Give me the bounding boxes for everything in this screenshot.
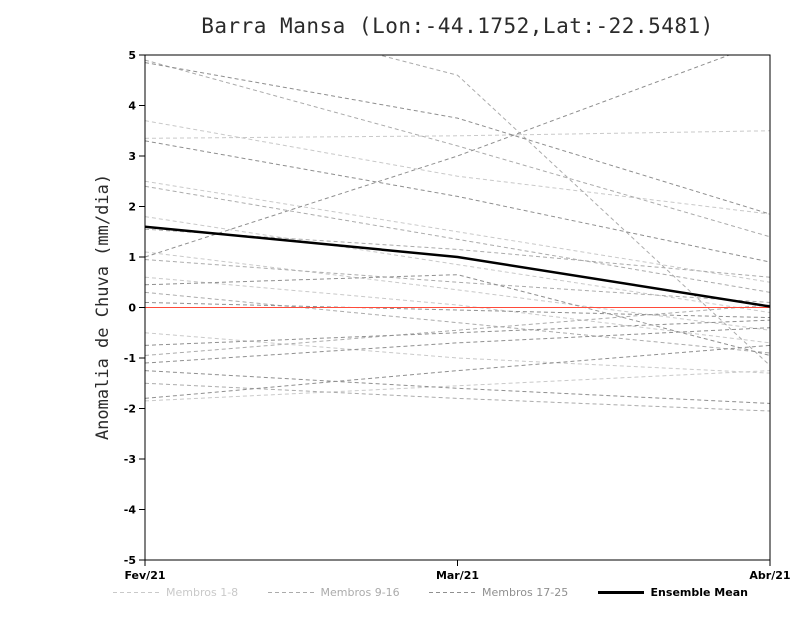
member-line (145, 304, 770, 356)
member-line (145, 140, 770, 263)
ensemble-mean (145, 225, 770, 308)
legend-dashed-line-sample (113, 592, 159, 593)
legend-dashed-line-sample (267, 592, 314, 593)
legend-label: Membros 9-16 (320, 586, 400, 599)
y-tick-label: 4 (128, 100, 136, 113)
legend: Membros 1-8 Membros 9-16 Membros 17-25 Ense… (113, 586, 748, 599)
member-line (145, 59, 770, 238)
x-tick-label: Mar/21 (436, 569, 479, 582)
legend-label: Membros 1-8 (166, 586, 239, 599)
y-tick-label: 2 (128, 201, 136, 214)
member-line (145, 344, 770, 399)
x-tick-label: Fev/21 (124, 569, 165, 582)
member-line (145, 130, 770, 139)
y-tick-label: 5 (128, 49, 136, 62)
member-line (145, 301, 770, 319)
member-line (145, 382, 770, 412)
legend-item: Membros 1-8 (113, 586, 238, 599)
legend-item: Ensemble Mean (597, 586, 748, 599)
y-tick-label: -3 (124, 453, 136, 466)
member-line (145, 180, 770, 283)
legend-solid-line-sample (597, 591, 644, 594)
y-tick-label: -2 (124, 403, 136, 416)
member-line (145, 276, 770, 344)
y-tick-label: -4 (124, 504, 137, 517)
member-lines (145, 55, 770, 412)
member-line (377, 55, 770, 366)
member-line (145, 259, 770, 303)
member-line (145, 370, 770, 404)
y-tick-label: -5 (124, 554, 136, 567)
legend-label: Ensemble Mean (650, 586, 748, 599)
member-line (145, 216, 770, 314)
member-line (145, 185, 770, 293)
y-tick-label: 1 (128, 251, 136, 264)
y-tick-label: 3 (128, 150, 136, 163)
member-line (145, 319, 770, 346)
x-tick-label: Abr/21 (749, 569, 790, 582)
member-line (145, 55, 731, 258)
y-tick-label: -1 (124, 352, 136, 365)
ensemble-mean-line (145, 225, 770, 308)
member-line (145, 62, 770, 215)
member-line (145, 327, 770, 364)
legend-item: Membros 9-16 (267, 586, 400, 599)
member-line (145, 274, 770, 356)
member-line (145, 291, 770, 354)
member-line (145, 370, 770, 402)
legend-label: Membros 17-25 (482, 586, 569, 599)
legend-item: Membros 17-25 (429, 586, 568, 599)
chart-title: Barra Mansa (Lon:-44.1752,Lat:-22.5481) (201, 14, 714, 38)
y-tick-label: 0 (128, 302, 136, 315)
legend-dashed-line-sample (429, 592, 476, 593)
member-line (145, 120, 770, 215)
